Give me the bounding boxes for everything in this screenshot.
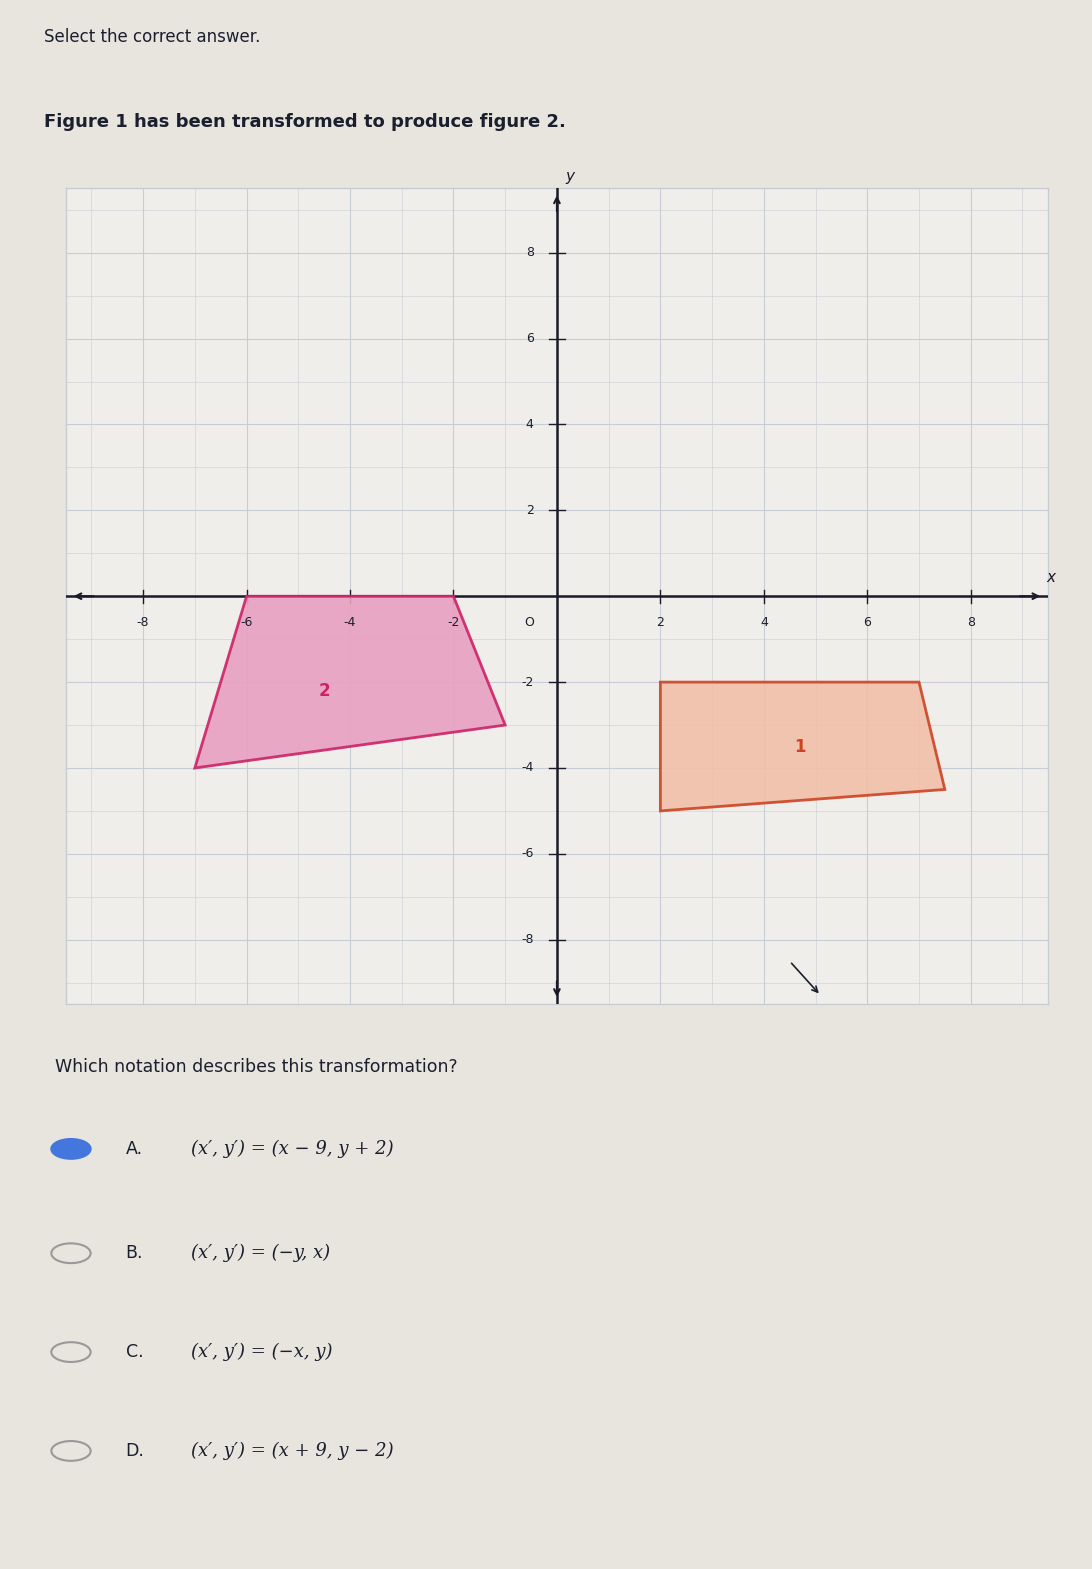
Text: (x′, y′) = (x + 9, y − 2): (x′, y′) = (x + 9, y − 2) [191, 1442, 394, 1461]
Text: -6: -6 [240, 615, 252, 629]
Text: Which notation describes this transformation?: Which notation describes this transforma… [55, 1059, 458, 1076]
Text: y: y [566, 169, 574, 184]
Text: 4: 4 [525, 417, 534, 431]
Text: -2: -2 [448, 615, 460, 629]
Text: -2: -2 [521, 676, 534, 689]
Text: C.: C. [126, 1343, 143, 1360]
Text: -4: -4 [344, 615, 356, 629]
Polygon shape [661, 683, 945, 811]
Text: x: x [1046, 571, 1055, 585]
Polygon shape [194, 596, 506, 767]
Text: 2: 2 [319, 681, 330, 700]
Text: 8: 8 [966, 615, 975, 629]
Text: Select the correct answer.: Select the correct answer. [44, 28, 260, 46]
Text: B.: B. [126, 1244, 143, 1261]
Text: -6: -6 [521, 847, 534, 860]
Text: 8: 8 [525, 246, 534, 259]
Text: 4: 4 [760, 615, 768, 629]
Circle shape [51, 1139, 91, 1159]
Text: D.: D. [126, 1442, 144, 1459]
Text: O: O [524, 615, 534, 629]
Text: -8: -8 [136, 615, 150, 629]
Text: (x′, y′) = (−x, y): (x′, y′) = (−x, y) [191, 1343, 333, 1362]
Text: -8: -8 [521, 934, 534, 946]
Text: Figure 1 has been transformed to produce figure 2.: Figure 1 has been transformed to produce… [44, 113, 566, 130]
Text: 2: 2 [656, 615, 664, 629]
Text: 2: 2 [525, 504, 534, 516]
Text: (x′, y′) = (−y, x): (x′, y′) = (−y, x) [191, 1244, 330, 1263]
Text: -4: -4 [521, 761, 534, 775]
Text: A.: A. [126, 1141, 143, 1158]
Text: 6: 6 [864, 615, 871, 629]
Text: (x′, y′) = (x − 9, y + 2): (x′, y′) = (x − 9, y + 2) [191, 1139, 394, 1158]
Text: 6: 6 [525, 333, 534, 345]
Text: 1: 1 [794, 737, 806, 756]
